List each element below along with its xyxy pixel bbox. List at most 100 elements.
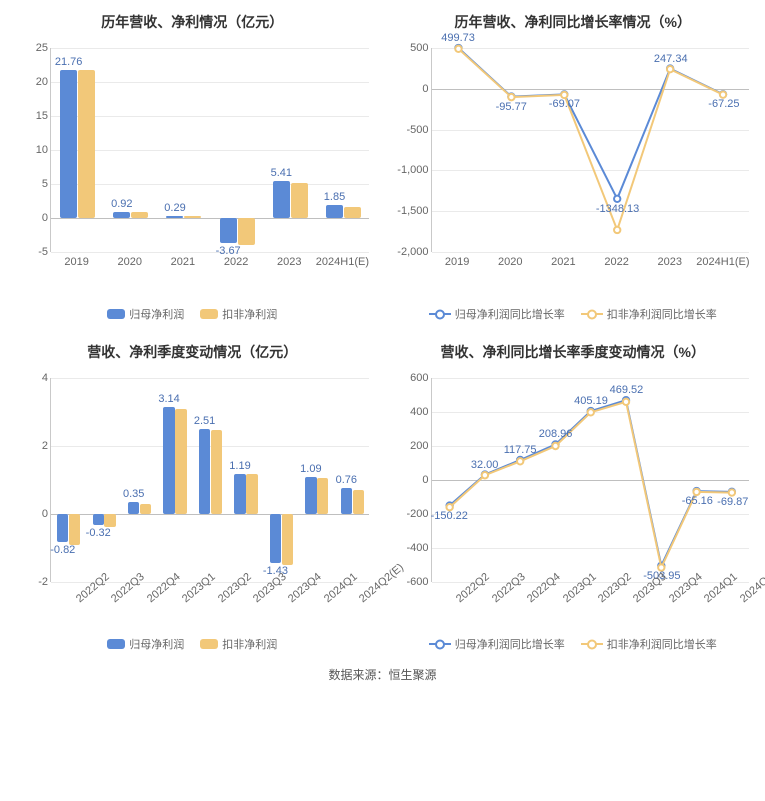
x-label: 2019 (445, 256, 469, 268)
value-label: 0.92 (111, 198, 132, 210)
value-label: -67.25 (708, 98, 739, 110)
bar (234, 474, 245, 514)
bar (175, 409, 186, 514)
bar (184, 216, 201, 218)
legend-item: 扣非净利润 (200, 636, 277, 652)
y-tick: -1,500 (389, 205, 429, 217)
y-tick: -2 (8, 576, 48, 588)
bar (246, 474, 257, 514)
y-tick: 20 (8, 76, 48, 88)
legend-swatch (200, 309, 218, 319)
legend-label: 归母净利润同比增长率 (455, 306, 565, 322)
value-label: 1.85 (324, 191, 345, 203)
y-tick: 5 (8, 178, 48, 190)
x-label: 2023 (658, 256, 682, 268)
value-label: 0.76 (336, 474, 357, 486)
value-label: -0.82 (50, 544, 75, 556)
bar (93, 514, 104, 525)
legend-label: 扣非净利润同比增长率 (607, 306, 717, 322)
value-label: 1.09 (300, 463, 321, 475)
bar (282, 514, 293, 565)
plot-area: -150.2232.00117.75208.96405.19469.52-503… (431, 378, 750, 582)
x-label: 2024H1(E) (696, 256, 749, 268)
legend-swatch (107, 639, 125, 649)
legend-item: 归母净利润同比增长率 (429, 306, 565, 322)
chart2-legend: 归母净利润同比增长率 扣非净利润同比增长率 (389, 306, 758, 322)
value-label: -69.87 (717, 496, 748, 508)
bar (341, 488, 352, 514)
bar (238, 218, 255, 245)
chart2-title: 历年营收、净利同比增长率情况（%） (389, 12, 758, 32)
value-label: 5.41 (271, 167, 292, 179)
y-tick: 2 (8, 440, 48, 452)
y-tick: 0 (8, 212, 48, 224)
y-tick: 200 (389, 440, 429, 452)
chart4-legend: 归母净利润同比增长率 扣非净利润同比增长率 (389, 636, 758, 652)
bar (273, 181, 290, 218)
chart1-body: 21.760.920.29-3.675.411.85-5051015202520… (8, 40, 377, 300)
value-label: -65.16 (682, 495, 713, 507)
legend-swatch (107, 309, 125, 319)
value-label: 2.51 (194, 415, 215, 427)
y-tick: 10 (8, 144, 48, 156)
chart3-panel: 营收、净利季度变动情况（亿元） -0.82-0.320.353.142.511.… (8, 338, 377, 652)
x-label: 2022 (224, 256, 248, 268)
chart4-body: -150.2232.00117.75208.96405.19469.52-503… (389, 370, 758, 630)
bar (131, 212, 148, 218)
bar (104, 514, 115, 527)
value-label: 0.29 (164, 202, 185, 214)
y-tick: 0 (389, 83, 429, 95)
chart3-legend: 归母净利润 扣非净利润 (8, 636, 377, 652)
legend-item: 扣非净利润同比增长率 (581, 636, 717, 652)
x-label: 2022 (604, 256, 628, 268)
legend-swatch (200, 639, 218, 649)
bar (163, 407, 174, 514)
y-tick: -400 (389, 542, 429, 554)
chart3-title: 营收、净利季度变动情况（亿元） (8, 342, 377, 362)
y-tick: 600 (389, 372, 429, 384)
y-tick: -1,000 (389, 164, 429, 176)
chart-grid: 历年营收、净利情况（亿元） 21.760.920.29-3.675.411.85… (8, 8, 757, 652)
value-label: 499.73 (441, 32, 475, 44)
chart2-body: 499.73-95.77-69.07-1348.13247.34-67.25-2… (389, 40, 758, 300)
value-label: 117.75 (504, 444, 537, 456)
legend-label: 扣非净利润同比增长率 (607, 636, 717, 652)
bar (220, 218, 237, 243)
bar (199, 429, 210, 514)
value-label: 1.19 (229, 460, 250, 472)
value-label: -1348.13 (596, 203, 639, 215)
legend-item: 归母净利润同比增长率 (429, 636, 565, 652)
legend-item: 扣非净利润同比增长率 (581, 306, 717, 322)
y-tick: -2,000 (389, 246, 429, 258)
bar (57, 514, 68, 542)
chart3-body: -0.82-0.320.353.142.511.19-1.431.090.76-… (8, 370, 377, 630)
bar (166, 216, 183, 218)
chart4-title: 营收、净利同比增长率季度变动情况（%） (389, 342, 758, 362)
bar (128, 502, 139, 514)
y-tick: 15 (8, 110, 48, 122)
value-label: 405.19 (574, 395, 608, 407)
legend-label: 扣非净利润 (222, 636, 277, 652)
y-tick: -5 (8, 246, 48, 258)
plot-area: 21.760.920.29-3.675.411.85 (50, 48, 369, 252)
chart1-title: 历年营收、净利情况（亿元） (8, 12, 377, 32)
bar (305, 477, 316, 514)
x-label: 2020 (498, 256, 522, 268)
y-tick: 0 (389, 474, 429, 486)
chart4-panel: 营收、净利同比增长率季度变动情况（%） -150.2232.00117.7520… (389, 338, 758, 652)
bar (270, 514, 281, 563)
legend-item: 扣非净利润 (200, 306, 277, 322)
legend-label: 归母净利润 (129, 306, 184, 322)
legend-item: 归母净利润 (107, 636, 184, 652)
y-tick: 500 (389, 42, 429, 54)
bar (326, 205, 343, 218)
bar (211, 430, 222, 514)
value-label: -69.07 (549, 98, 580, 110)
y-tick: 25 (8, 42, 48, 54)
x-label: 2021 (551, 256, 575, 268)
value-label: 469.52 (610, 384, 644, 396)
value-label: -0.32 (86, 527, 111, 539)
bar (78, 70, 95, 218)
plot-area: 499.73-95.77-69.07-1348.13247.34-67.25 (431, 48, 750, 252)
bar (113, 212, 130, 218)
